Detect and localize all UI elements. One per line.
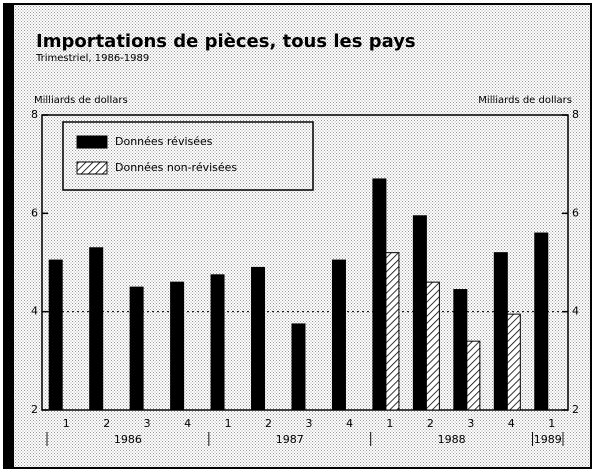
- x-tick-label: 2: [265, 417, 272, 430]
- year-label: 1987: [276, 433, 304, 446]
- bar: [466, 340, 481, 411]
- y-tick-label: 2: [31, 403, 38, 416]
- bar: [453, 289, 468, 411]
- y-tick-label: 6: [31, 206, 38, 219]
- x-tick-label: 2: [427, 417, 434, 430]
- x-tick-label: 2: [103, 417, 110, 430]
- x-tick-label: 4: [346, 417, 353, 430]
- x-tick-label: 4: [508, 417, 515, 430]
- x-tick-label: 1: [225, 417, 232, 430]
- y2-tick-label: 4: [572, 305, 579, 318]
- chart-subtitle: Trimestriel, 1986-1989: [35, 53, 149, 64]
- legend-label: Données révisées: [115, 135, 213, 148]
- bar: [331, 259, 346, 411]
- year-label: 1989: [534, 433, 562, 446]
- bar: [506, 313, 521, 411]
- y2-tick-label: 2: [572, 403, 579, 416]
- x-tick-label: 3: [467, 417, 474, 430]
- legend-swatch: [76, 161, 108, 175]
- bar: [251, 266, 266, 411]
- y2-tick-label: 6: [572, 206, 579, 219]
- chart-title: Importations de pièces, tous les pays: [36, 31, 416, 52]
- bar: [412, 215, 427, 411]
- x-tick-label: 1: [548, 417, 555, 430]
- x-tick-label: 1: [63, 417, 70, 430]
- legend-label: Données non-révisées: [115, 161, 237, 174]
- bar: [534, 232, 549, 411]
- x-tick-label: 3: [306, 417, 313, 430]
- y-axis-label: Milliards de dollars: [34, 95, 128, 106]
- x-tick-label: 4: [184, 417, 191, 430]
- year-label: 1988: [438, 433, 466, 446]
- frame-edge: [4, 4, 14, 468]
- legend-swatch: [76, 135, 108, 149]
- y2-axis-label: Milliards de dollars: [478, 95, 572, 106]
- y-tick-label: 4: [31, 305, 38, 318]
- bar: [210, 274, 225, 411]
- bar: [372, 178, 387, 411]
- y2-tick-label: 8: [572, 108, 579, 121]
- x-tick-label: 3: [144, 417, 151, 430]
- bar: [425, 281, 440, 411]
- bar: [170, 281, 185, 411]
- y-tick-label: 8: [31, 108, 38, 121]
- x-tick-label: 1: [386, 417, 393, 430]
- bar: [291, 323, 306, 411]
- bar: [385, 252, 400, 411]
- bar: [129, 286, 144, 411]
- bar: [48, 259, 63, 411]
- year-label: 1986: [114, 433, 142, 446]
- legend-box: [62, 121, 314, 191]
- bar: [89, 247, 104, 411]
- bar: [493, 252, 508, 411]
